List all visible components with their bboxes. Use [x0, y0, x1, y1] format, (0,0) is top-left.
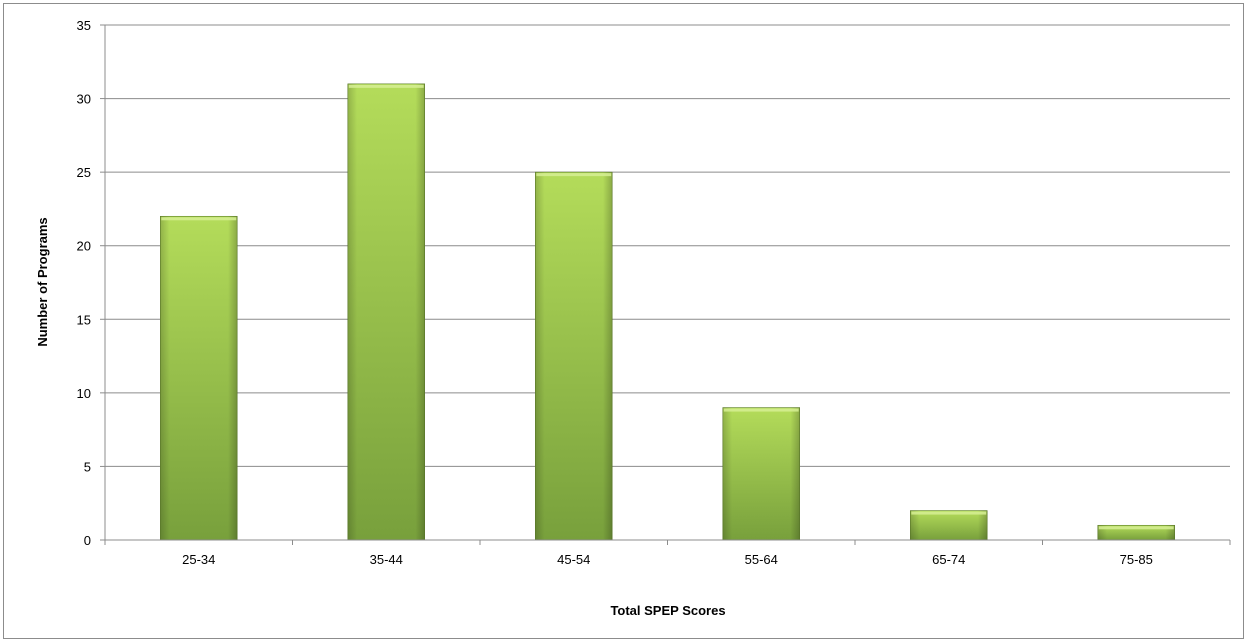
- bar-highlight: [536, 173, 612, 177]
- bar-shade: [535, 172, 613, 540]
- bar-highlight: [1098, 526, 1174, 530]
- bar-45-54: [535, 171, 613, 541]
- bar-55-64: [722, 407, 800, 541]
- x-tick-labels: 25-34 35-44 45-54 55-64 65-74 75-85: [182, 552, 1153, 567]
- y-tick-labels: 0 5 10 15 20 25 30 35: [77, 18, 91, 548]
- y-tick-label: 25: [77, 165, 91, 180]
- x-tick-label: 45-54: [557, 552, 590, 567]
- y-tick-label: 30: [77, 92, 91, 107]
- axes: [100, 24, 1231, 545]
- y-tick-label: 10: [77, 386, 91, 401]
- y-axis-title: Number of Programs: [35, 217, 50, 346]
- x-tick-label: 75-85: [1120, 552, 1153, 567]
- gridlines: [105, 24, 1230, 467]
- y-tick-label: 20: [77, 239, 91, 254]
- bar-highlight: [723, 408, 799, 412]
- bar-25-34: [160, 215, 238, 541]
- bar-highlight: [161, 217, 237, 221]
- x-tick-label: 35-44: [370, 552, 403, 567]
- bar-shade: [160, 216, 238, 541]
- bars: [160, 83, 1175, 541]
- x-tick-label: 25-34: [182, 552, 215, 567]
- bar-35-44: [347, 83, 425, 541]
- bar-highlight: [348, 84, 424, 88]
- y-tick-label: 35: [77, 18, 91, 33]
- bar-65-74: [910, 510, 988, 541]
- bar-shade: [722, 407, 800, 540]
- bar-highlight: [911, 511, 987, 515]
- x-tick-label: 65-74: [932, 552, 965, 567]
- x-tick-label: 55-64: [745, 552, 778, 567]
- bar-shade: [910, 510, 988, 540]
- y-tick-label: 5: [84, 459, 91, 474]
- y-tick-label: 15: [77, 312, 91, 327]
- y-tick-label: 0: [84, 533, 91, 548]
- bar-shade: [347, 83, 425, 540]
- x-axis-title: Total SPEP Scores: [610, 603, 725, 618]
- bar-75-85: [1097, 524, 1175, 541]
